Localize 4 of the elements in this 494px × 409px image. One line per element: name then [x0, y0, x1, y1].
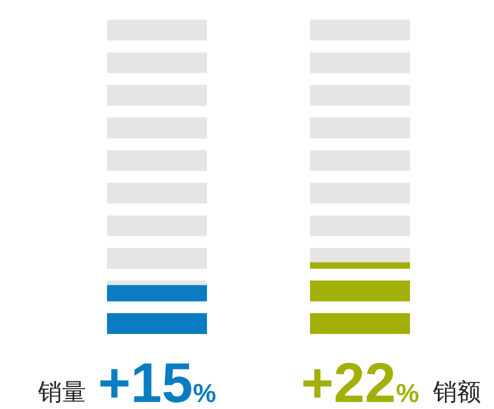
- data-label: +15%: [98, 351, 216, 409]
- x-tick-label: 销量: [36, 378, 86, 406]
- x-tick-label: 销额: [432, 378, 482, 406]
- data-label: +22%: [300, 351, 420, 409]
